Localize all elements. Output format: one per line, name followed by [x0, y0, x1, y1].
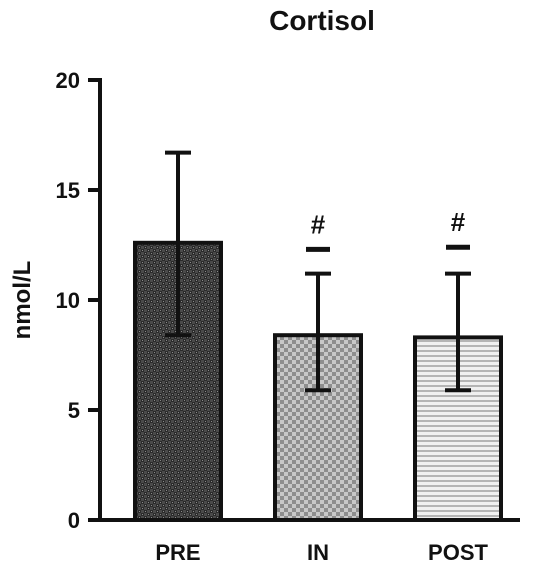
bars	[133, 240, 503, 523]
category-label-in: IN	[307, 540, 329, 565]
category-label-pre: PRE	[155, 540, 200, 565]
y-tick-label: 0	[68, 508, 80, 533]
annotations: # #	[306, 207, 470, 252]
error-bars	[165, 150, 471, 393]
y-tick-label: 20	[56, 68, 80, 93]
significance-marker: #	[451, 207, 466, 237]
chart-title: Cortisol	[269, 5, 375, 36]
category-label-post: POST	[428, 540, 488, 565]
y-tick-label: 15	[56, 178, 80, 203]
significance-marker: #	[311, 209, 326, 239]
y-axis-label: nmol/L	[9, 261, 36, 340]
y-tick-label: 5	[68, 398, 80, 423]
category-labels: PRE IN POST	[155, 540, 488, 565]
y-tick-label: 10	[56, 288, 80, 313]
